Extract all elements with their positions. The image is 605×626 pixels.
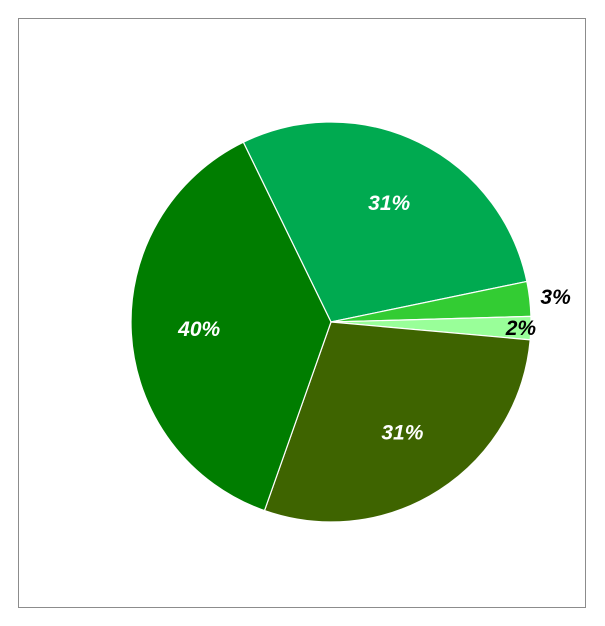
pie-slice [130,141,332,512]
pie-slices [130,121,532,523]
slice-data-label: 2% [505,317,537,340]
slice-data-label: 40% [177,318,220,341]
pie-labels: 31% 3%2% 31% 40% [177,192,571,445]
pie-slice [242,121,528,323]
slice-data-label: 3% [540,286,571,309]
pie-slice [263,321,531,523]
slice-data-label: 31% [381,422,423,445]
slice-data-label: 31% [368,192,410,215]
